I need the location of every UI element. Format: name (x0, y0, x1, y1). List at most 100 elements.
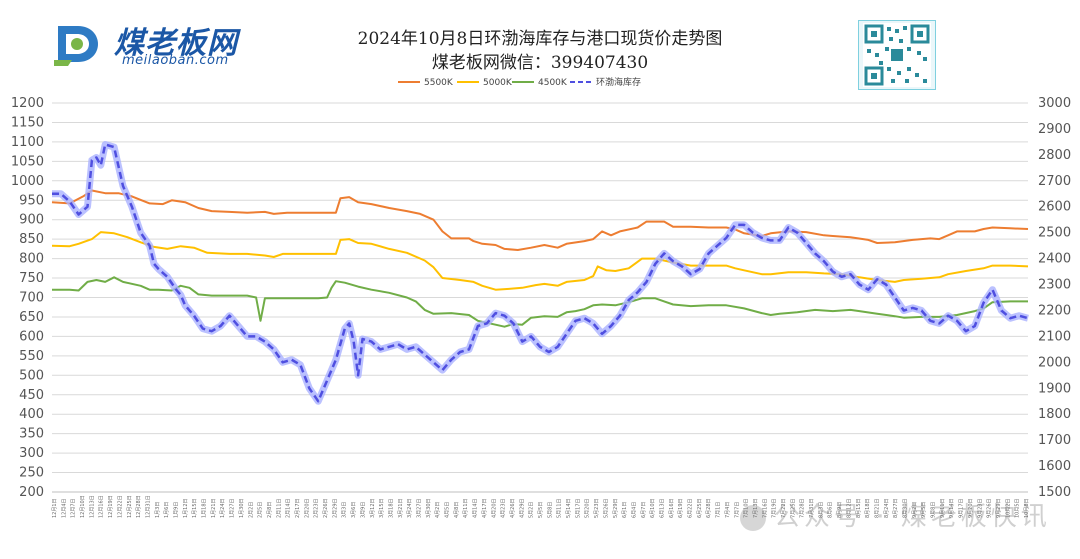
logo-domain-text: meilaoban.com (122, 53, 229, 68)
left-tick-label: 900 (19, 213, 44, 228)
chart-title: 2024年10月8日环渤海库存与港口现货价走势图 (357, 29, 723, 49)
x-tick-label: 12月7日 (71, 498, 77, 518)
x-tick-label: 8月30日 (903, 498, 909, 518)
right-tick-label: 2200 (1038, 303, 1071, 318)
x-tick-label: 2月23日 (314, 498, 320, 518)
x-tick-label: 5月23日 (594, 498, 600, 518)
x-tick-label: 5月29日 (613, 498, 619, 518)
x-tick-label: 8月21日 (874, 498, 880, 518)
brand-logo: 煤老板网 meilaoban.com (52, 18, 302, 70)
x-tick-label: 1月27日 (230, 498, 236, 518)
x-tick-label: 10月8日 (1024, 498, 1030, 518)
left-tick-label: 650 (19, 310, 44, 325)
x-tick-label: 5月5日 (538, 502, 544, 518)
x-tick-label: 1月6日 (164, 502, 170, 518)
x-tick-label: 9月20日 (968, 498, 974, 518)
x-tick-label: 7月10日 (744, 498, 750, 518)
x-tick-label: 2月26日 (323, 498, 329, 518)
x-tick-label: 4月8日 (454, 502, 460, 518)
x-axis-ticks: 12月1日 12月4日 12月7日 12月10日 12月13日 12月16日 12月19日 1… (52, 495, 1030, 518)
stock-line-glow (52, 141, 1029, 405)
x-tick-label: 10月2日 (1005, 498, 1011, 518)
x-tick-label: 3月3日 (342, 502, 348, 518)
x-tick-label: 7月22日 (781, 498, 787, 518)
x-tick-label: 10月5日 (1015, 498, 1021, 518)
x-tick-label: 12月22日 (117, 495, 123, 518)
x-tick-label: 8月3日 (818, 502, 824, 518)
x-tick-label: 1月21日 (211, 498, 217, 518)
left-tick-label: 300 (19, 446, 44, 461)
x-tick-label: 5月26日 (603, 498, 609, 518)
x-tick-label: 1月15日 (192, 498, 198, 518)
x-tick-label: 12月25日 (127, 495, 133, 518)
x-tick-label: 4月14日 (473, 498, 479, 518)
x-tick-label: 6月4日 (631, 502, 637, 518)
x-tick-label: 2月29日 (332, 498, 338, 518)
legend-label: 环渤海库存 (596, 76, 641, 88)
x-tick-label: 4月23日 (501, 498, 507, 518)
x-tick-label: 7月13日 (753, 498, 759, 518)
x-tick-label: 8月27日 (893, 498, 899, 518)
right-tick-label: 2500 (1038, 226, 1071, 241)
right-tick-label: 1900 (1038, 381, 1071, 396)
left-tick-label: 250 (19, 466, 44, 481)
x-tick-label: 6月10日 (650, 498, 656, 518)
x-tick-label: 3月15日 (379, 498, 385, 518)
x-tick-label: 1月18日 (202, 498, 208, 518)
x-tick-label: 1月24日 (220, 498, 226, 518)
x-tick-label: 3月18日 (388, 498, 394, 518)
x-tick-label: 5月17日 (575, 498, 581, 518)
x-tick-label: 3月24日 (407, 498, 413, 518)
x-tick-label: 7月4日 (725, 502, 731, 518)
right-tick-label: 1800 (1038, 407, 1071, 422)
gridlines (52, 102, 1028, 493)
x-tick-label: 2月20日 (304, 498, 310, 518)
x-tick-label: 9月23日 (977, 498, 983, 518)
x-tick-label: 9月14日 (949, 498, 955, 518)
watermark-text: 公众号 · 煤老板快讯 (774, 502, 1051, 532)
x-tick-label: 9月11日 (940, 498, 946, 518)
x-tick-label: 6月28日 (706, 498, 712, 518)
x-tick-label: 7月25日 (790, 498, 796, 518)
x-tick-label: 4月5日 (445, 502, 451, 518)
left-tick-label: 1100 (11, 135, 44, 150)
x-tick-label: 6月1日 (622, 502, 628, 518)
x-tick-label: 9月26日 (987, 498, 993, 518)
qr-code[interactable] (858, 20, 936, 90)
x-tick-label: 3月9日 (360, 502, 366, 518)
x-tick-label: 6月7日 (641, 502, 647, 518)
left-tick-label: 1200 (11, 96, 44, 111)
left-tick-label: 600 (19, 329, 44, 344)
right-tick-label: 1500 (1038, 485, 1071, 500)
right-tick-label: 2700 (1038, 174, 1071, 189)
left-tick-label: 550 (19, 349, 44, 364)
x-tick-label: 9月8日 (931, 502, 937, 518)
right-tick-label: 2300 (1038, 278, 1071, 293)
x-tick-label: 4月26日 (510, 498, 516, 518)
x-tick-label: 12月4日 (61, 498, 67, 518)
right-tick-label: 2400 (1038, 252, 1071, 267)
left-tick-label: 400 (19, 407, 44, 422)
x-tick-label: 12月1日 (52, 498, 58, 518)
left-tick-label: 850 (19, 232, 44, 247)
x-tick-label: 12月16日 (99, 495, 105, 518)
right-tick-label: 3000 (1038, 96, 1071, 111)
x-tick-label: 5月14日 (566, 498, 572, 518)
left-tick-label: 1150 (11, 115, 44, 130)
x-tick-label: 1月12日 (183, 498, 189, 518)
x-tick-label: 4月17日 (482, 498, 488, 518)
x-tick-label: 5月8日 (547, 502, 553, 518)
x-tick-label: 7月19日 (772, 498, 778, 518)
x-tick-label: 8月12日 (846, 498, 852, 518)
watermark: 公众号 · 煤老板快讯 (740, 496, 1051, 533)
x-tick-label: 2月11日 (276, 498, 282, 518)
x-tick-label: 1月3日 (155, 502, 161, 518)
left-tick-label: 500 (19, 368, 44, 383)
legend-label: 5000K (483, 78, 513, 88)
right-tick-label: 2600 (1038, 200, 1071, 215)
x-tick-label: 8月6日 (828, 502, 834, 518)
x-tick-label: 3月6日 (351, 502, 357, 518)
left-tick-label: 800 (19, 252, 44, 267)
qr-code-icon (863, 23, 931, 87)
wechat-icon (740, 504, 766, 531)
